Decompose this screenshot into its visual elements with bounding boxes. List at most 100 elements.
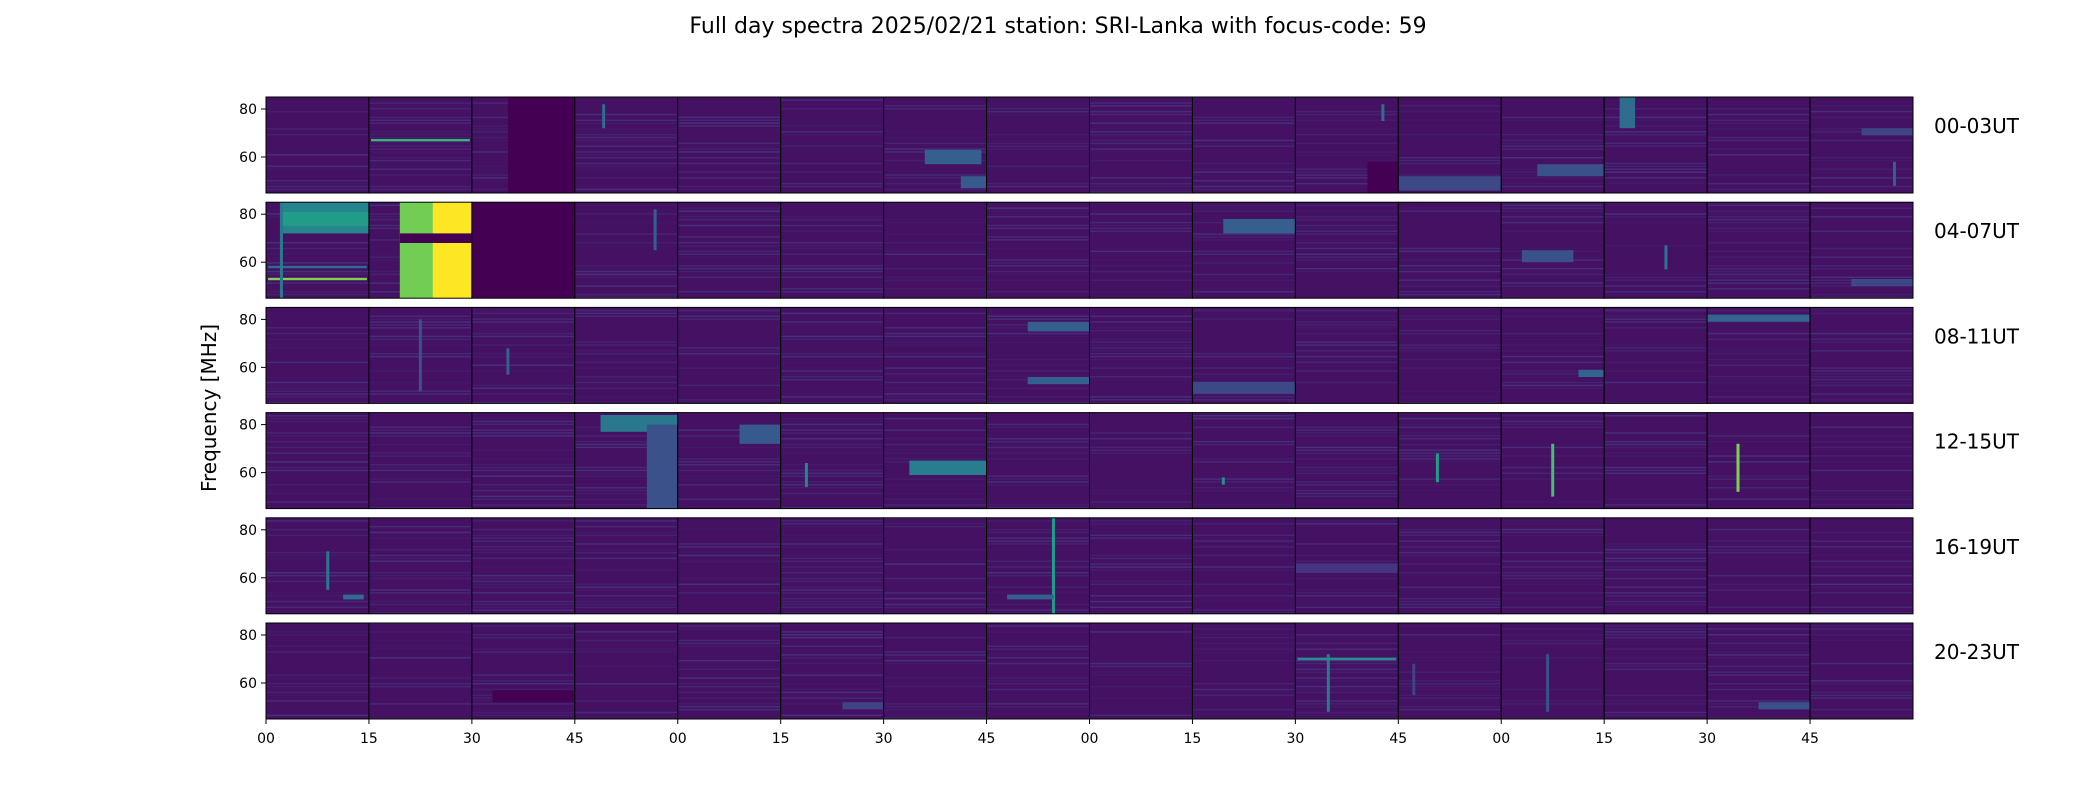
background-stripe [986, 139, 1090, 142]
background-stripe [574, 119, 678, 121]
background-stripe [1089, 489, 1193, 492]
background-stripe [1398, 279, 1502, 281]
panel-background [1604, 517, 1708, 614]
background-stripe [266, 188, 369, 191]
background-stripe [1398, 426, 1502, 428]
panel-background [780, 307, 884, 404]
background-stripe [1501, 551, 1605, 554]
background-stripe [677, 659, 781, 662]
background-stripe [780, 162, 884, 165]
background-stripe [1398, 540, 1502, 542]
background-stripe [1604, 361, 1708, 364]
background-stripe [1398, 396, 1502, 398]
background-stripe [1295, 481, 1399, 483]
background-stripe [1810, 171, 1913, 173]
row-time-label: 16-19UT [1934, 535, 2020, 559]
background-stripe [677, 224, 781, 227]
background-stripe [883, 597, 987, 600]
background-stripe [883, 253, 987, 255]
background-stripe [1295, 142, 1399, 145]
background-stripe [986, 703, 1090, 705]
x-tick-label: 00 [257, 731, 275, 747]
spectrum-panel [574, 412, 679, 510]
background-stripe [1501, 531, 1605, 534]
background-stripe [677, 429, 781, 431]
spectrum-panel [1294, 412, 1399, 510]
background-stripe [883, 182, 987, 185]
panel-background [368, 517, 472, 614]
background-stripe [677, 399, 781, 401]
background-stripe [780, 247, 884, 250]
spectrum-panel [986, 306, 1090, 404]
background-stripe [1089, 139, 1193, 142]
background-stripe [677, 242, 781, 244]
background-stripe [677, 554, 781, 557]
signal-burst [279, 202, 283, 299]
y-tick-label: 80 [239, 523, 257, 539]
background-stripe [986, 335, 1090, 338]
background-stripe [1501, 236, 1605, 238]
background-stripe [677, 498, 781, 500]
background-stripe [368, 537, 472, 539]
background-stripe [1707, 639, 1811, 642]
signal-block [471, 202, 575, 299]
background-stripe [1810, 370, 1913, 372]
background-stripe [574, 213, 678, 215]
background-stripe [986, 370, 1090, 372]
background-stripe [677, 270, 781, 273]
spectrum-panel [1294, 306, 1399, 404]
panel-background [677, 202, 781, 299]
background-stripe [1295, 706, 1399, 708]
panel-background [1810, 623, 1913, 719]
background-stripe [1604, 185, 1708, 188]
background-stripe [677, 691, 781, 694]
background-stripe [1089, 128, 1193, 130]
background-stripe [1501, 639, 1605, 642]
background-stripe [986, 165, 1090, 168]
background-stripe [986, 440, 1090, 443]
background-stripe [780, 423, 884, 426]
background-stripe [574, 139, 678, 142]
background-stripe [1810, 247, 1913, 250]
background-stripe [1398, 706, 1502, 708]
background-stripe [266, 262, 369, 264]
spectrum-panel [1500, 96, 1605, 194]
background-stripe [780, 557, 884, 560]
background-stripe [266, 446, 369, 449]
background-stripe [1089, 475, 1193, 477]
background-stripe [677, 683, 781, 685]
spectrum-panel [1706, 622, 1811, 720]
background-stripe [1295, 355, 1399, 358]
background-stripe [986, 273, 1090, 276]
background-stripe [780, 432, 884, 434]
background-stripe [1810, 583, 1913, 585]
background-stripe [677, 309, 781, 312]
background-stripe [986, 708, 1090, 711]
background-stripe [1089, 188, 1193, 191]
background-stripe [883, 657, 987, 659]
background-stripe [1398, 265, 1502, 267]
background-stripe [368, 507, 472, 509]
background-stripe [1707, 583, 1811, 585]
background-stripe [1089, 631, 1193, 633]
background-stripe [1501, 572, 1605, 574]
background-stripe [1707, 188, 1811, 191]
background-stripe [1089, 452, 1193, 454]
background-stripe [986, 657, 1090, 659]
background-stripe [1501, 355, 1605, 358]
y-tick-label: 80 [239, 102, 257, 118]
panel-background [1089, 517, 1193, 614]
background-stripe [1810, 489, 1913, 492]
background-stripe [1501, 210, 1605, 212]
spectrum-panel [1500, 306, 1605, 404]
background-stripe [1501, 148, 1605, 150]
background-stripe [1604, 703, 1708, 705]
background-stripe [266, 282, 369, 284]
background-stripe [986, 364, 1090, 366]
background-stripe [574, 589, 678, 591]
background-stripe [1707, 182, 1811, 185]
background-stripe [986, 236, 1090, 238]
background-stripe [780, 378, 884, 381]
background-stripe [1398, 401, 1502, 404]
